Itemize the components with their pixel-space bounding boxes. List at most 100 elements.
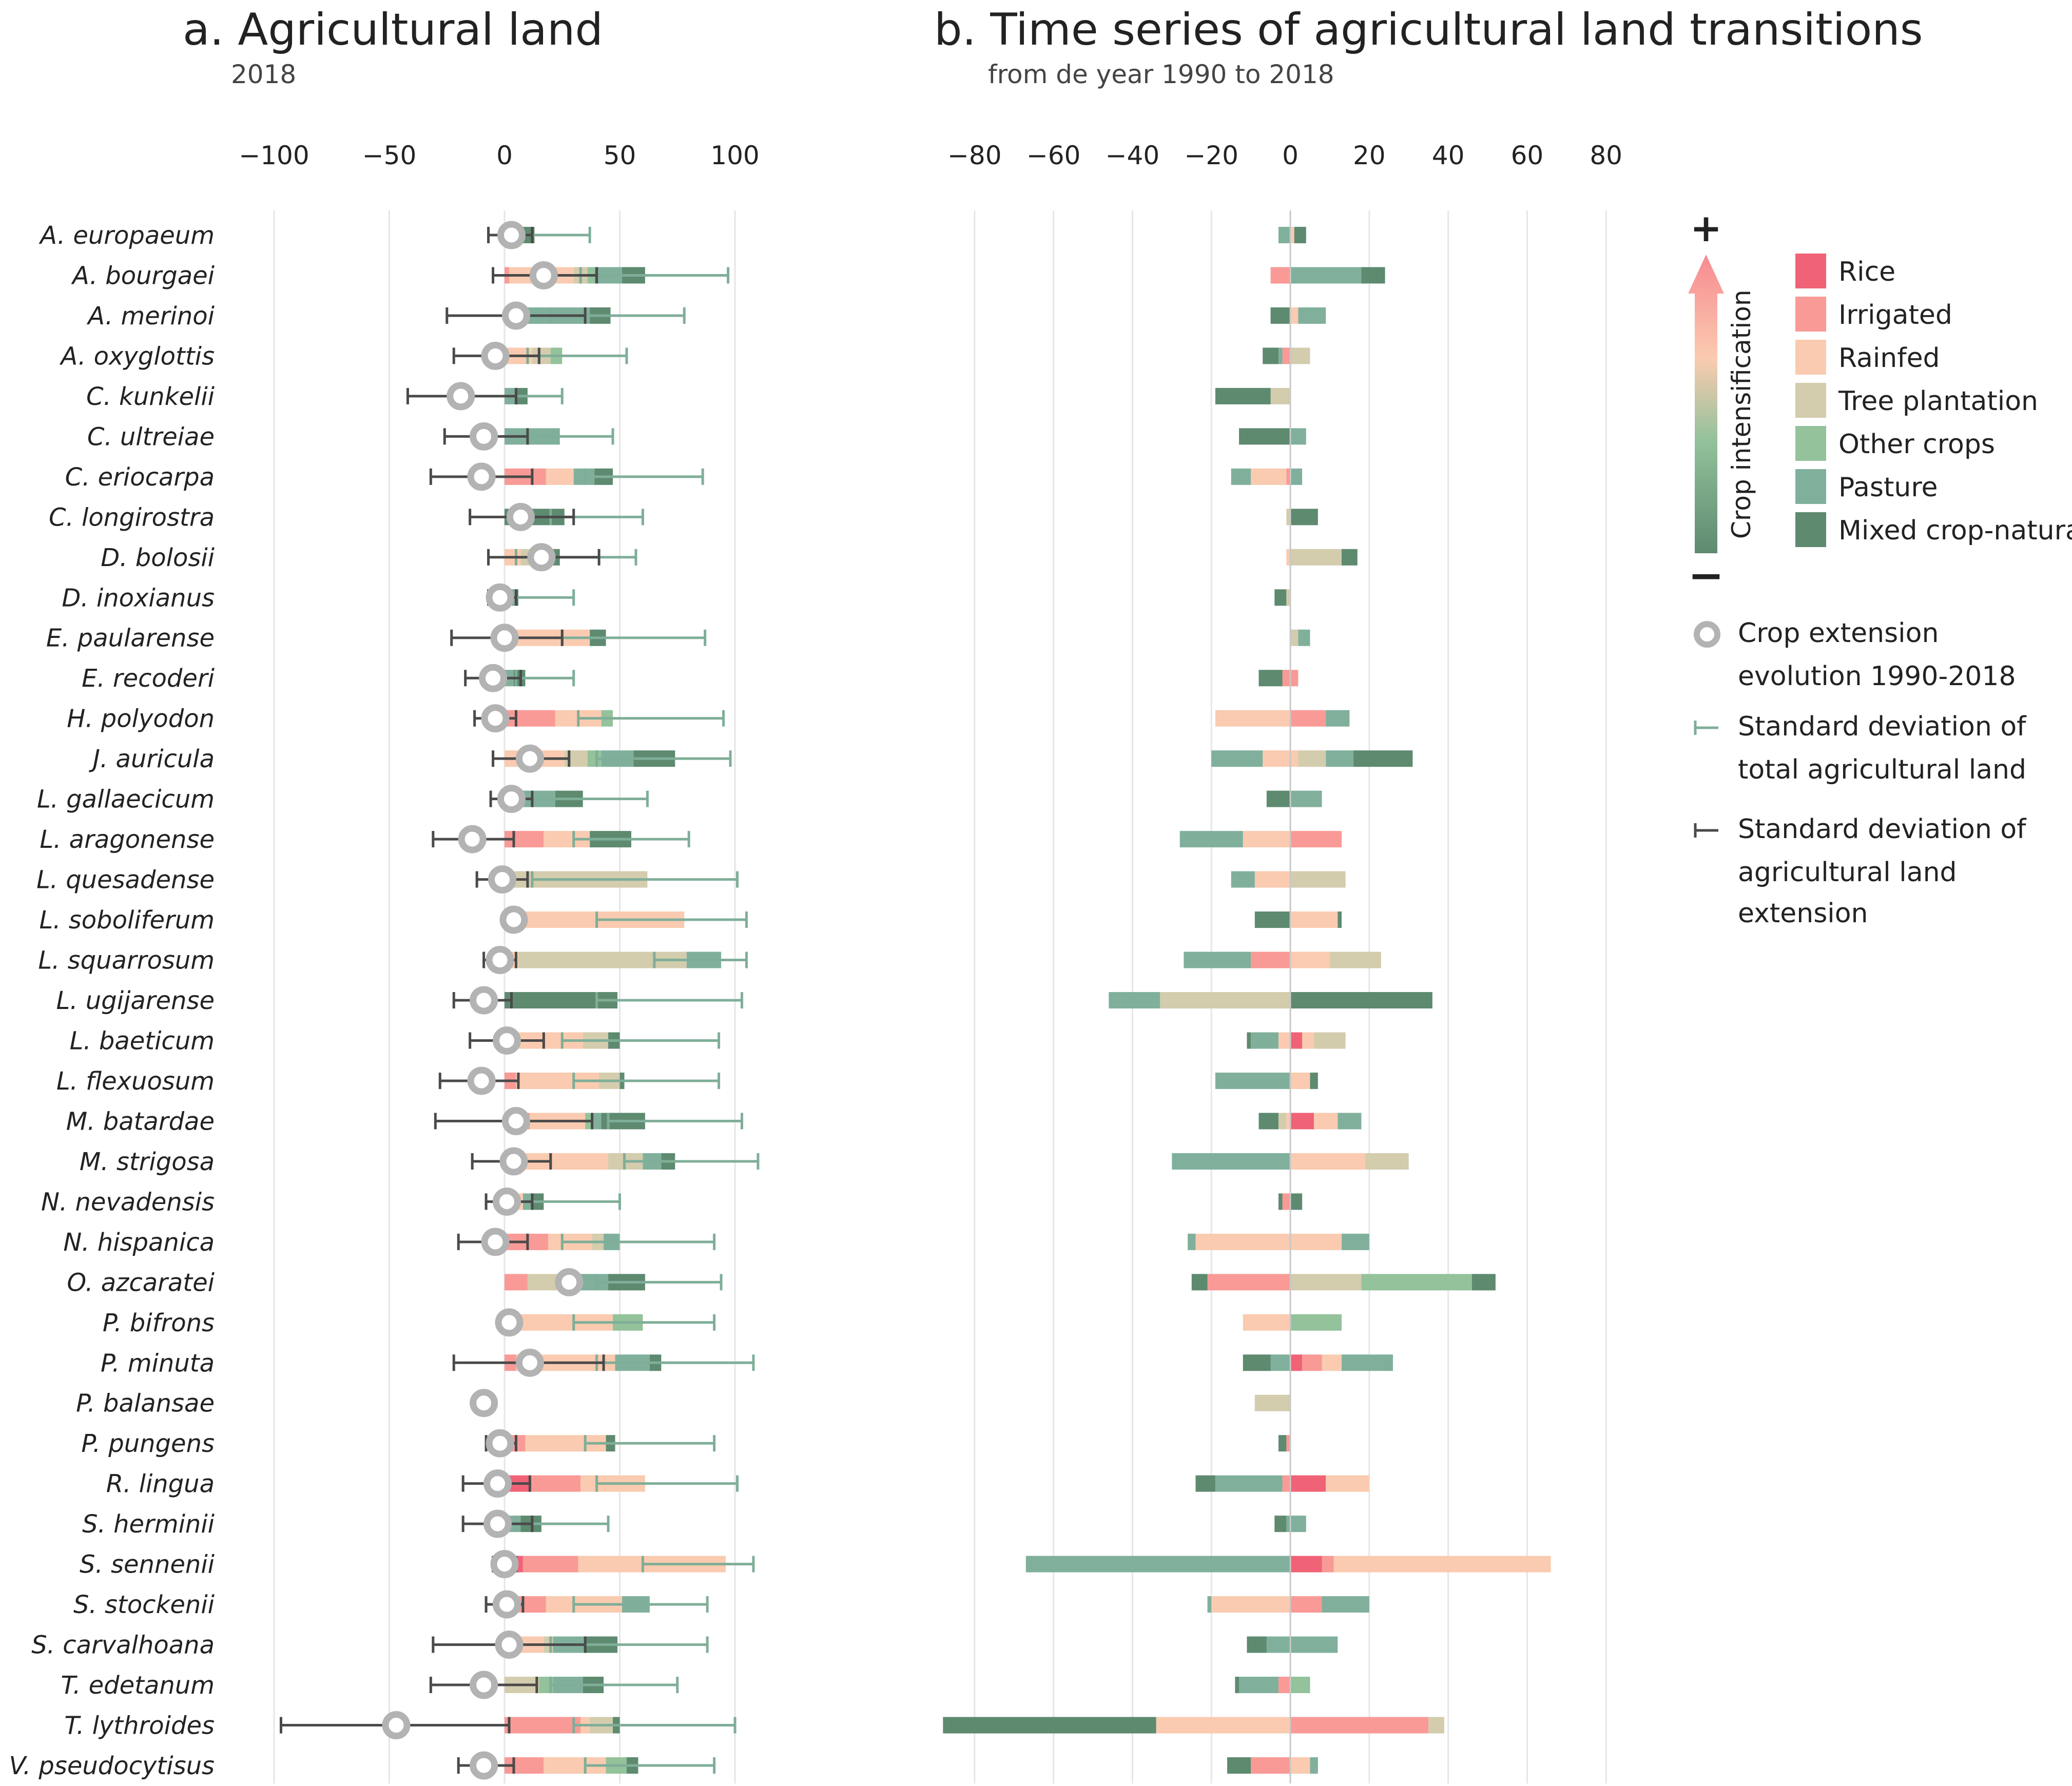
panel-b-title: b. Time series of agricultural land tran… — [934, 4, 1923, 55]
species-label: P. bifrons — [103, 1309, 215, 1337]
bar-segment-mixed-crop-natural — [1239, 428, 1290, 445]
crop-extension-marker — [497, 221, 526, 249]
bar-segment-rice — [1290, 1113, 1314, 1130]
species-labels: A. europaeum A. bourgaei A. merinoi A. oxyg… — [9, 221, 215, 1780]
row-l-flexuosum — [1215, 1072, 1318, 1089]
crop-extension-marker — [481, 1228, 510, 1256]
bar-segment-pasture — [1290, 790, 1322, 807]
row-s-carvalhoana — [432, 1630, 709, 1659]
crop-extension-marker — [490, 1550, 519, 1579]
species-label: C. longirostra — [49, 503, 215, 532]
bar-segment-irrigated — [1270, 267, 1290, 284]
bar-segment-other-crops — [1290, 1314, 1342, 1331]
crop-extension-marker — [529, 261, 558, 289]
legend-sd-total-line2: total agricultural land — [1738, 754, 2026, 785]
species-label: S. herminii — [82, 1510, 215, 1539]
legend-swatch-mixed-crop-natural — [1795, 512, 1826, 547]
bar-segment-irrigated — [530, 1475, 581, 1492]
bar-segment-mixed-crop-natural — [1278, 1435, 1287, 1452]
row-c-ultreiae — [1239, 428, 1306, 445]
bar-segment-pasture — [1239, 1677, 1279, 1694]
legend-crop-extension-line1: Crop extension — [1738, 618, 1939, 649]
bar-segment-pasture — [1290, 428, 1306, 445]
bar-segment-tree-plantation — [1278, 1113, 1287, 1130]
row-l-ugijarense — [452, 986, 743, 1015]
bar-segment-pasture — [1184, 952, 1251, 968]
row-a-merinoi — [446, 301, 686, 330]
bar-segment-tree-plantation — [1329, 952, 1381, 968]
bar-segment-irrigated — [1290, 1717, 1429, 1734]
legend-sd-ext-line2: agricultural land — [1738, 857, 1957, 888]
row-c-longirostra — [469, 502, 644, 531]
bar-segment-pasture — [1207, 1596, 1212, 1613]
bar-segment-pasture — [1270, 1354, 1290, 1371]
bar-segment-irrigated — [522, 1556, 578, 1573]
row-a-merinoi — [1270, 307, 1326, 324]
bar-segment-pasture — [1215, 1072, 1290, 1089]
crop-extension-marker — [501, 1106, 530, 1135]
row-l-squarrosum — [1184, 952, 1381, 968]
legend-swatch-tree-plantation — [1795, 383, 1826, 418]
bar-segment-irrigated — [1290, 1596, 1322, 1613]
bar-segment-pasture — [1025, 1556, 1290, 1573]
row-c-eriocarpa — [429, 462, 704, 491]
bar-segment-rainfed — [1195, 1233, 1290, 1250]
bar-segment-pasture — [1172, 1153, 1290, 1170]
crop-extension-marker — [470, 1389, 498, 1418]
bar-segment-mixed-crop-natural — [943, 1717, 1156, 1734]
bar-segment-mixed-crop-natural — [1263, 347, 1279, 364]
bar-segment-irrigated — [1278, 1677, 1290, 1694]
species-label: R. lingua — [106, 1470, 215, 1499]
bar-segment-pasture — [1341, 1233, 1369, 1250]
bar-segment-pasture — [1286, 1516, 1290, 1532]
species-label: P. balansae — [76, 1389, 215, 1418]
row-l-quesadense — [475, 865, 739, 894]
bar-segment-mixed-crop-natural — [1290, 509, 1318, 526]
row-l-baeticum — [469, 1026, 721, 1055]
tick-label: −40 — [1106, 141, 1160, 170]
row-a-europaeum — [1278, 227, 1306, 243]
bar-segment-pasture — [1290, 1516, 1306, 1532]
species-label: L. soboliferum — [40, 906, 215, 935]
row-m-strigosa — [471, 1147, 760, 1176]
crop-extension-marker — [488, 865, 517, 894]
species-label: D. inoxianus — [62, 584, 215, 612]
legend-swatch-rice — [1795, 254, 1826, 288]
bar-segment-mixed-crop-natural — [1353, 750, 1413, 767]
row-e-paularense — [450, 624, 707, 652]
panel-a-subtitle: 2018 — [231, 60, 297, 89]
bar-segment-irrigated — [1282, 1475, 1290, 1492]
row-p-bifrons — [495, 1308, 716, 1337]
bar-segment-rainfed — [1215, 710, 1290, 727]
bar-segment-pasture — [1266, 1636, 1290, 1653]
legend-sd-ext-line3: extension — [1738, 898, 1868, 929]
bar-segment-mixed-crop-natural — [1290, 992, 1432, 1008]
species-label: S. stockenii — [73, 1590, 215, 1619]
row-j-auricula — [492, 744, 732, 773]
bar-segment-rainfed — [1290, 227, 1294, 243]
row-a-oxyglottis — [1263, 347, 1310, 364]
bar-segment-other-crops — [1361, 1274, 1472, 1291]
crop-extension-marker — [492, 1026, 521, 1055]
panel-a-x-axis: −100 −50 0 50 100 — [239, 141, 759, 170]
crop-extension-marker — [486, 1429, 514, 1458]
bar-segment-rainfed — [1314, 1113, 1338, 1130]
bar-segment-mixed-crop-natural — [1290, 1193, 1303, 1210]
legend-label-rainfed: Rainfed — [1838, 343, 1940, 374]
species-label: T. lythroides — [64, 1712, 215, 1740]
crop-extension-marker — [501, 301, 530, 330]
bar-segment-rainfed — [1290, 1757, 1310, 1774]
row-e-paularense — [1290, 629, 1310, 646]
bar-segment-pasture — [1298, 307, 1326, 324]
legend-minus-sign: − — [1688, 550, 1724, 600]
tick-label: 100 — [710, 141, 759, 170]
bar-segment-pasture — [1322, 1596, 1369, 1613]
species-label: H. polyodon — [67, 705, 215, 733]
bar-segment-mixed-crop-natural — [1266, 790, 1290, 807]
row-s-sennenii — [490, 1550, 755, 1579]
legend-swatch-rainfed — [1795, 340, 1826, 375]
species-label: L. ugijarense — [56, 986, 215, 1015]
row-r-lingua — [461, 1469, 739, 1498]
species-label: L. baeticum — [70, 1026, 215, 1055]
bar-segment-mixed-crop-natural — [1191, 1274, 1208, 1291]
